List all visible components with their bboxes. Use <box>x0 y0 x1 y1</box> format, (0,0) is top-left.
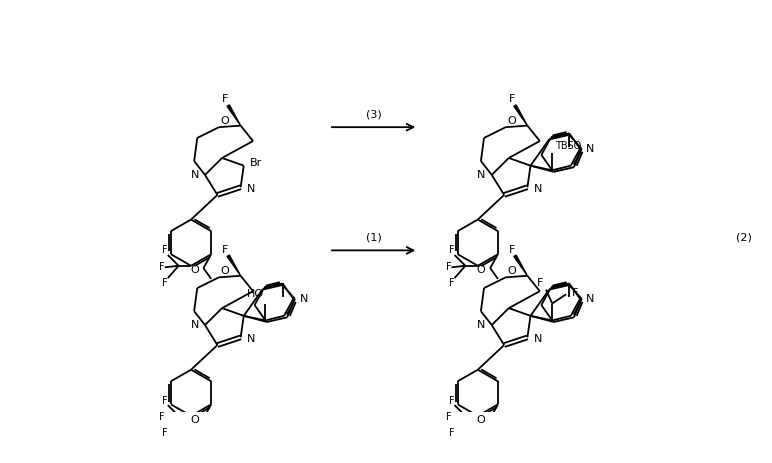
Text: F: F <box>159 263 164 272</box>
Text: F: F <box>449 428 454 438</box>
Text: N: N <box>477 170 486 180</box>
Text: N: N <box>533 334 542 344</box>
Text: (1): (1) <box>366 233 381 243</box>
Polygon shape <box>227 105 241 125</box>
Text: F: F <box>572 288 579 298</box>
Text: F: F <box>162 395 168 406</box>
Text: O: O <box>190 415 198 425</box>
Text: HO: HO <box>247 289 264 299</box>
Text: F: F <box>449 245 454 256</box>
Text: O: O <box>507 116 516 126</box>
Text: N: N <box>247 334 256 344</box>
Text: O: O <box>477 415 486 425</box>
Text: N: N <box>477 320 486 330</box>
Text: F: F <box>449 395 454 406</box>
Text: F: F <box>445 413 451 422</box>
Text: F: F <box>537 278 543 288</box>
Text: O: O <box>477 265 486 275</box>
Text: N: N <box>300 294 308 304</box>
Text: N: N <box>586 294 594 304</box>
Text: N: N <box>191 170 199 180</box>
Polygon shape <box>227 255 241 276</box>
Text: F: F <box>222 244 229 255</box>
Text: F: F <box>445 263 451 272</box>
Text: O: O <box>190 265 198 275</box>
Text: Br: Br <box>250 157 262 168</box>
Text: O: O <box>507 266 516 276</box>
Text: F: F <box>222 94 229 105</box>
Text: N: N <box>586 144 594 154</box>
Text: O: O <box>221 116 229 126</box>
Text: F: F <box>509 94 515 105</box>
Polygon shape <box>514 255 527 276</box>
Text: F: F <box>159 413 164 422</box>
Text: F: F <box>162 245 168 256</box>
Text: O: O <box>221 266 229 276</box>
Text: TBSO: TBSO <box>555 141 581 150</box>
Text: (3): (3) <box>366 109 381 119</box>
Text: N: N <box>247 184 256 194</box>
Text: F: F <box>509 244 515 255</box>
Text: N: N <box>533 184 542 194</box>
Polygon shape <box>514 105 527 125</box>
Text: F: F <box>162 278 168 288</box>
Text: (2): (2) <box>736 233 752 243</box>
Text: F: F <box>162 428 168 438</box>
Text: F: F <box>449 278 454 288</box>
Text: N: N <box>191 320 199 330</box>
